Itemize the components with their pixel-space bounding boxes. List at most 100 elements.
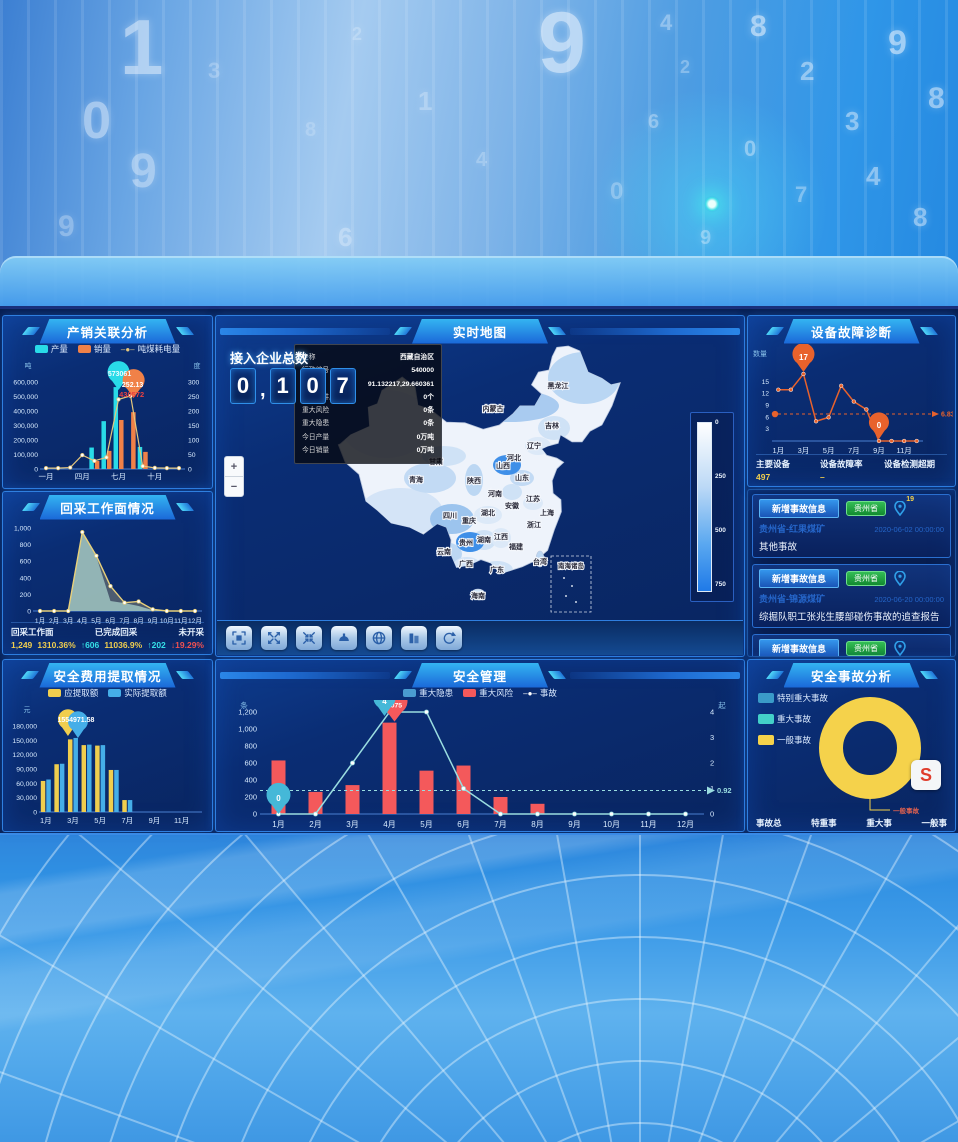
tooltip-row: 全称 西藏自治区 bbox=[302, 354, 434, 361]
svg-text:数量: 数量 bbox=[753, 349, 767, 358]
svg-text:0: 0 bbox=[276, 794, 281, 803]
svg-text:4月: 4月 bbox=[77, 617, 87, 625]
shrink-icon[interactable] bbox=[296, 626, 322, 650]
globe-icon[interactable] bbox=[366, 626, 392, 650]
equipment-fault-chart: 3 6 9 12 15 数量 1月 3月 5月 7月 9月 11月 6.83 17 0 bbox=[753, 343, 955, 455]
dashboard-backdrop bbox=[0, 256, 958, 310]
panel-accident-analysis: 安全事故分析 特别重大事故 重大事故 一般事故 一般事故 S 事故总 特重事 重大事 一般… bbox=[747, 659, 956, 832]
svg-text:3: 3 bbox=[710, 733, 714, 742]
stat-label: 设备故障率 bbox=[819, 459, 863, 469]
new-accident-button[interactable]: 新增事故信息 bbox=[759, 569, 840, 588]
accident-description: 综掘队职工张兆生腰部碰伤事故的追查报告 bbox=[759, 612, 940, 623]
legend-item: 实际提取额 bbox=[108, 687, 167, 699]
accident-card[interactable]: 新增事故信息 贵州省 19 贵州省-红果煤矿 2020-06-02 00:00:00 其他… bbox=[752, 494, 951, 558]
scale-tick: 750 bbox=[715, 581, 726, 588]
donut-ring bbox=[819, 697, 921, 799]
svg-text:200: 200 bbox=[188, 409, 200, 416]
digit-box: 7 bbox=[329, 368, 356, 404]
logo-overlay[interactable]: S bbox=[911, 760, 941, 790]
panel-title-text: 产销关联分析 bbox=[40, 319, 176, 344]
svg-text:15: 15 bbox=[762, 379, 770, 386]
area-faces bbox=[40, 532, 195, 611]
legend-item: 特别重大事故 bbox=[758, 692, 828, 704]
svg-text:0: 0 bbox=[34, 467, 38, 474]
svg-text:度: 度 bbox=[194, 361, 201, 370]
stat-value: 11036.9% bbox=[104, 640, 143, 650]
svg-text:9月: 9月 bbox=[568, 820, 580, 829]
stat-label: 主要设备 bbox=[756, 459, 791, 469]
legend-item: 重大风险 bbox=[463, 687, 513, 699]
province-label: 山西 bbox=[496, 461, 510, 470]
svg-text:3月: 3月 bbox=[346, 820, 358, 829]
panel-title: 安全费用提取情况 bbox=[3, 664, 212, 686]
legend-item: 重大事故 bbox=[758, 713, 828, 725]
province-label: 广东 bbox=[490, 565, 504, 574]
province-label: 辽宁 bbox=[527, 441, 541, 450]
legend: 重大隐患 重大风险 –●– 事故 bbox=[216, 686, 744, 700]
background-digit: 4 bbox=[476, 149, 488, 171]
expand-icon[interactable] bbox=[261, 626, 287, 650]
accident-card[interactable]: 新增事故信息 贵州省 贵州省-锦源煤矿 2020-06-20 00:00:00 综掘队职… bbox=[752, 564, 951, 628]
zoom-out-button[interactable]: − bbox=[230, 480, 238, 493]
mine-icon[interactable] bbox=[331, 626, 357, 650]
svg-text:1月: 1月 bbox=[772, 446, 784, 455]
balloon-marker bbox=[266, 782, 291, 814]
svg-text:3月: 3月 bbox=[63, 617, 73, 625]
panel-title-text: 设备故障诊断 bbox=[784, 319, 920, 344]
background-digit: 2 bbox=[352, 24, 363, 44]
legend-item: 一般事故 bbox=[758, 734, 828, 746]
svg-text:10月: 10月 bbox=[160, 617, 174, 625]
new-accident-button[interactable]: 新增事故信息 bbox=[759, 499, 840, 518]
digit-box: 0 bbox=[230, 368, 256, 404]
refresh-icon[interactable] bbox=[436, 626, 462, 650]
svg-text:0: 0 bbox=[27, 609, 31, 616]
svg-text:2月: 2月 bbox=[49, 617, 59, 625]
svg-text:一般事故: 一般事故 bbox=[893, 806, 920, 815]
background-digit: 4 bbox=[866, 161, 881, 191]
svg-text:4月: 4月 bbox=[383, 820, 395, 829]
legend-item: –●– 吨煤耗电量 bbox=[120, 344, 181, 354]
province-badge: 贵州省 bbox=[846, 501, 887, 516]
building-icon[interactable] bbox=[401, 626, 427, 650]
legend-item: –●– 事故 bbox=[523, 688, 557, 698]
zoom-in-button[interactable]: + bbox=[225, 457, 243, 477]
title-decor-icon bbox=[393, 671, 413, 679]
accident-card[interactable]: 新增事故信息 贵州省 bbox=[752, 634, 951, 656]
glow-dot bbox=[704, 196, 720, 212]
province-label: 湖北 bbox=[481, 508, 495, 517]
background-digit: 8 bbox=[928, 82, 945, 115]
balloon-marker bbox=[67, 711, 88, 738]
svg-text:300,000: 300,000 bbox=[13, 423, 38, 430]
province-label: 上海 bbox=[540, 508, 554, 517]
total-enterprises-label: 接入企业总数 bbox=[230, 351, 309, 366]
location-pin-icon: 19 bbox=[893, 496, 914, 517]
new-accident-button[interactable]: 新增事故信息 bbox=[759, 639, 840, 656]
svg-text:0.92: 0.92 bbox=[717, 786, 732, 795]
title-decor-icon bbox=[765, 671, 784, 679]
province-label: 青海 bbox=[409, 475, 423, 484]
svg-text:252.13: 252.13 bbox=[122, 382, 144, 389]
globe-grid bbox=[0, 525, 958, 1142]
background-digit: 6 bbox=[338, 222, 353, 252]
svg-text:0: 0 bbox=[710, 810, 714, 819]
svg-text:250: 250 bbox=[188, 394, 200, 401]
svg-text:8月: 8月 bbox=[531, 820, 543, 829]
background-digit: 6 bbox=[648, 111, 660, 133]
province-label: 贵州 bbox=[459, 538, 473, 547]
province-label: 山东 bbox=[515, 473, 529, 482]
svg-text:3月: 3月 bbox=[798, 446, 810, 455]
panel-title: 设备故障诊断 bbox=[748, 320, 955, 342]
panel-title: 产销关联分析 bbox=[3, 320, 212, 342]
background-digit: 9 bbox=[58, 210, 75, 243]
fit-screen-icon[interactable] bbox=[226, 626, 252, 650]
province-label: 海南 bbox=[471, 591, 485, 600]
province-label: 河北 bbox=[507, 453, 521, 462]
title-wing bbox=[570, 671, 740, 679]
svg-text:200: 200 bbox=[20, 592, 32, 599]
panel-realtime-map: 实时地图 南海诸岛黑龙江内蒙古吉林辽宁河北山西山东陕西河南甘肃青海四川重庆湖北安… bbox=[215, 315, 745, 657]
panel-production-sales: 产销关联分析 产量 销量 –●– 吨煤耗电量 0 100,000 200,000 300,0… bbox=[2, 315, 213, 489]
svg-text:150,000: 150,000 bbox=[12, 738, 37, 745]
